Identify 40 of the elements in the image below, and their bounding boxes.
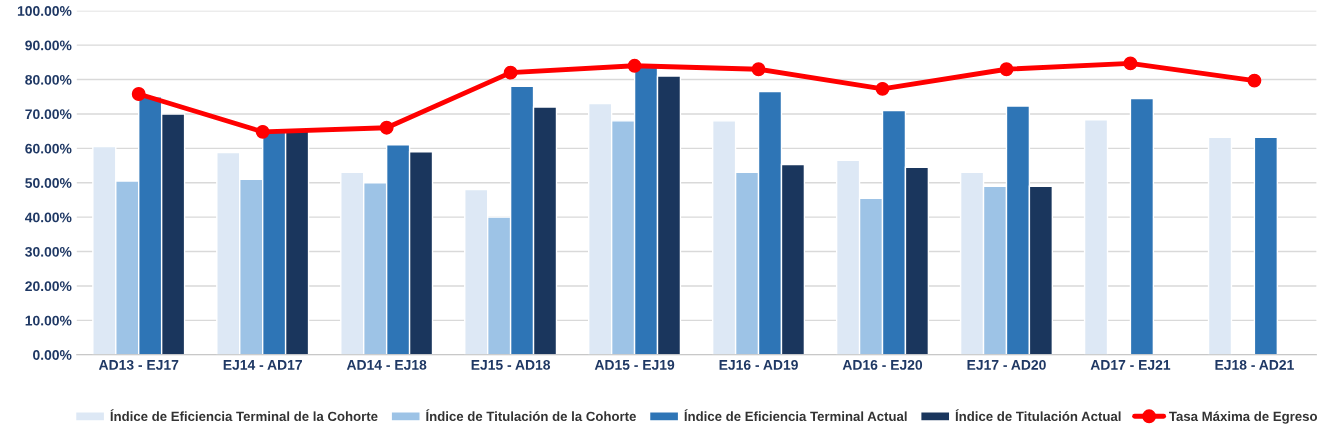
legend-label: Índice de Eficiencia Terminal de la Cohorte	[110, 409, 378, 422]
x-tick-label: AD17 - EJ21	[1090, 359, 1171, 370]
bar	[1253, 136, 1279, 355]
point	[1123, 56, 1138, 71]
y-tick-label: 40.00%	[24, 212, 72, 223]
point	[875, 81, 890, 96]
x-tick-label: AD14 - EJ18	[346, 359, 427, 370]
y-tick-label: 60.00%	[25, 143, 72, 154]
y-tick-label: 20.00%	[25, 281, 72, 292]
y-tick-label: 50.00%	[25, 178, 72, 188]
point	[751, 62, 766, 77]
y-tick-label: 70.00%	[25, 109, 72, 120]
x-tick-label: AD16 - EJ20	[842, 359, 923, 370]
y-tick-label: 10.00%	[25, 315, 72, 326]
bar	[1083, 119, 1109, 355]
point	[627, 58, 642, 73]
legend-label: Tasa Máxima de Egreso	[1169, 411, 1318, 424]
y-tick-label: 80.00%	[25, 74, 72, 85]
y-tick-label: 90.00%	[25, 40, 72, 51]
legend-label: Índice de Titulación de la Cohorte	[426, 409, 636, 422]
x-tick-label: EJ18 - AD21	[1215, 359, 1294, 370]
point	[255, 124, 270, 139]
point	[1247, 73, 1262, 88]
x-tick-label: AD15 - EJ19	[594, 359, 675, 370]
point	[999, 62, 1014, 77]
point	[503, 65, 518, 80]
point	[379, 120, 394, 135]
y-tick-label: 100.00%	[17, 6, 72, 16]
y-tick-label: 30.00%	[25, 246, 72, 257]
x-tick-label: EJ14 - AD17	[223, 360, 302, 370]
bar	[1207, 136, 1233, 355]
legend-label: Índice de Titulación Actual	[955, 409, 1121, 422]
x-tick-label: AD13 - EJ17	[98, 359, 179, 370]
legend-label: Índice de Eficiencia Terminal Actual	[684, 409, 907, 422]
x-tick-label: EJ16 - AD19	[719, 359, 798, 370]
x-tick-label: EJ15 - AD18	[471, 359, 551, 370]
y-tick-label: 0.00%	[33, 350, 72, 360]
bar	[1129, 97, 1155, 355]
point	[131, 87, 146, 101]
x-tick-label: EJ17 - AD20	[967, 359, 1046, 370]
